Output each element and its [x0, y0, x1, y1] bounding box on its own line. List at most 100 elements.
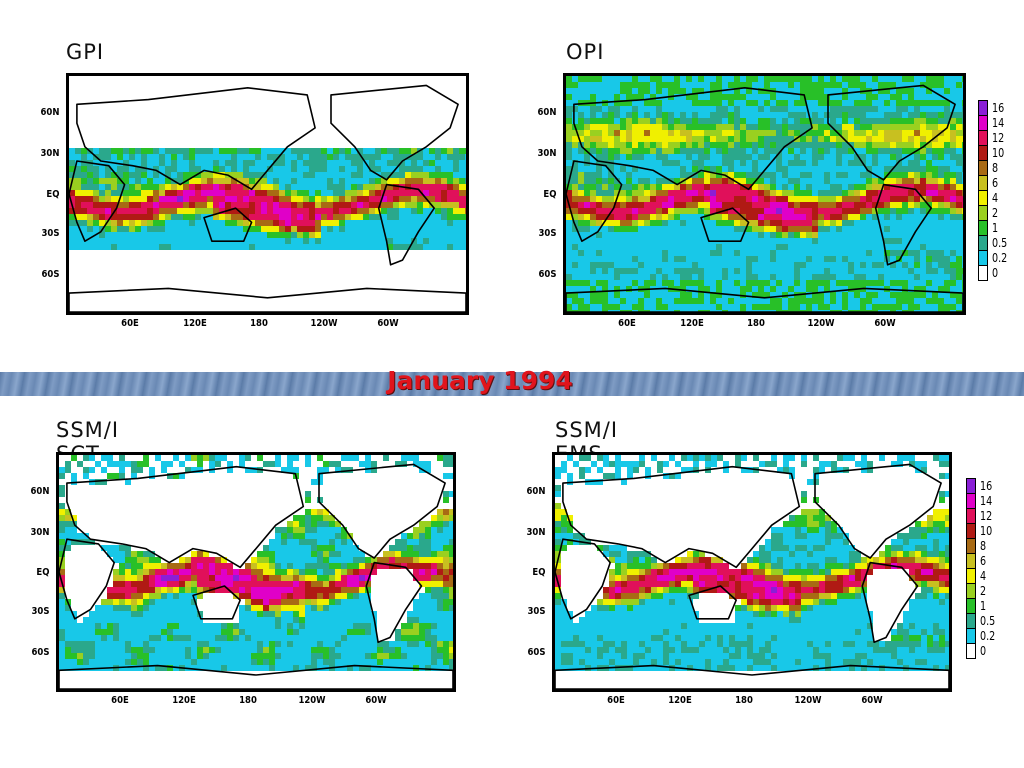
coastline [555, 538, 612, 620]
lat-label: 60S [41, 269, 60, 281]
legend-swatch [966, 643, 976, 659]
lon-label: 60E [618, 318, 637, 329]
lon-label: 60E [111, 695, 129, 706]
coastline [827, 84, 956, 181]
legend-label: 0.2 [992, 251, 1008, 265]
lat-label: 60S [31, 646, 50, 658]
legend-label: 6 [980, 554, 987, 568]
legend-swatch [978, 145, 988, 161]
coastline [566, 160, 623, 242]
lon-label: 120W [794, 695, 822, 706]
legend-swatch [966, 598, 976, 614]
legend-label: 8 [992, 161, 999, 175]
legend-swatch [978, 235, 988, 251]
coastline [69, 287, 466, 312]
lon-label: 120E [183, 318, 207, 329]
legend-swatch [966, 568, 976, 584]
coastline [555, 664, 949, 689]
legend-swatch [978, 220, 988, 236]
legend-label: 12 [980, 509, 993, 523]
legend-swatch [966, 508, 976, 524]
coastline [59, 538, 116, 620]
coastline [814, 463, 942, 559]
coastline [192, 585, 241, 620]
legend-label: 14 [980, 494, 993, 508]
legend-swatch [966, 553, 976, 569]
lat-label: 30N [537, 148, 557, 160]
coastline [69, 160, 126, 242]
legend-swatch [966, 613, 976, 629]
lat-label: 30S [41, 228, 60, 240]
lat-label: 60S [527, 646, 546, 658]
coastline [76, 87, 316, 191]
coastline [318, 463, 446, 559]
lat-label: EQ [36, 567, 50, 579]
coastline [874, 183, 933, 266]
legend-label: 10 [992, 146, 1005, 160]
coastline [688, 585, 737, 620]
lon-label: 120W [807, 318, 835, 329]
legend-label: 16 [992, 101, 1005, 115]
lon-label: 60W [365, 695, 387, 706]
lat-label: EQ [543, 189, 557, 201]
ssmi-sct-map [56, 452, 456, 692]
lon-label: 120W [310, 318, 338, 329]
legend-label: 4 [992, 191, 999, 205]
legend-label: 0.5 [992, 236, 1008, 250]
lon-label: 60W [874, 318, 896, 329]
lat-label: 30S [31, 605, 50, 617]
lon-label: 180 [250, 318, 269, 329]
gpi-map-image [69, 76, 466, 312]
divider-banner [0, 372, 1024, 396]
coastline [365, 561, 423, 643]
legend-swatch [978, 190, 988, 206]
lat-label: 30N [40, 148, 60, 160]
lon-label: 180 [735, 695, 753, 706]
lat-label: 30N [526, 526, 546, 538]
legend-label: 0 [980, 644, 987, 658]
opi-map-image [566, 76, 963, 312]
legend-swatch [966, 523, 976, 539]
banner-title: January 1994 [387, 366, 573, 395]
legend-swatch [978, 265, 988, 281]
legend-label: 0.5 [980, 614, 996, 628]
coastline [66, 465, 305, 569]
coastline [562, 465, 801, 569]
ssmi-sct-map-image [59, 455, 453, 689]
legend-label: 0.2 [980, 629, 996, 643]
legend-swatch [978, 100, 988, 116]
ssmi-ems-map-image [555, 455, 949, 689]
lon-label: 60E [607, 695, 625, 706]
lon-label: 180 [239, 695, 257, 706]
lon-label: 180 [747, 318, 766, 329]
legend-label: 2 [980, 584, 987, 598]
lon-label: 120E [668, 695, 692, 706]
lat-label: 60N [537, 107, 557, 119]
coastline [700, 207, 750, 242]
lon-label: 120E [172, 695, 196, 706]
panel-title: GPI [66, 40, 105, 64]
legend-swatch [978, 175, 988, 191]
coastline [861, 561, 919, 643]
coastline [203, 207, 253, 242]
legend-swatch [966, 628, 976, 644]
legend-swatch [978, 115, 988, 131]
lon-label: 60W [377, 318, 399, 329]
legend-label: 6 [992, 176, 999, 190]
coastline [566, 287, 963, 312]
legend-swatch [978, 130, 988, 146]
lat-label: 60N [30, 485, 50, 497]
legend-label: 10 [980, 524, 993, 538]
coastline [573, 87, 813, 191]
lon-label: 120W [298, 695, 326, 706]
gpi-map [66, 73, 469, 315]
lat-label: EQ [532, 567, 546, 579]
legend-swatch [978, 205, 988, 221]
legend-label: 1 [980, 599, 987, 613]
coastline [330, 84, 459, 181]
lat-label: 30S [538, 228, 557, 240]
lat-label: 30S [527, 605, 546, 617]
legend-swatch [966, 583, 976, 599]
lat-label: 30N [30, 526, 50, 538]
lat-label: 60N [526, 485, 546, 497]
